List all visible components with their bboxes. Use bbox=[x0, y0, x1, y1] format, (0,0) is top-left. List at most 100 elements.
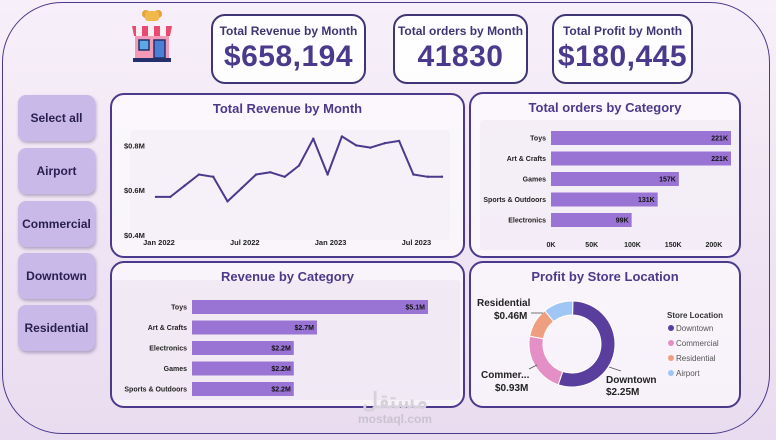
category-label: Electronics bbox=[508, 218, 546, 225]
category-label: Sports & Outdoors bbox=[124, 387, 187, 394]
slicer-select-all[interactable]: Select all bbox=[18, 95, 95, 141]
legend-label: Airport bbox=[676, 369, 700, 378]
revenue-point bbox=[197, 173, 201, 176]
revenue-point bbox=[355, 144, 358, 147]
callout-value: $2.25M bbox=[606, 387, 639, 398]
kpi-total-revenue: Total Revenue by Month $658,194 bbox=[211, 14, 366, 84]
data-label: 221K bbox=[711, 136, 728, 143]
data-label: 131K bbox=[638, 197, 655, 204]
kpi-value: 41830 bbox=[417, 40, 504, 73]
orders-bar-chart: Toys 221K Art & Crafts 221K Games 157K Sports … bbox=[483, 131, 731, 249]
kpi-title: Total Profit by Month bbox=[562, 24, 683, 38]
store-icon bbox=[132, 10, 172, 62]
revenue-point bbox=[426, 175, 429, 178]
orders-by-category-panel: Total orders by Category Toys 221K Art & C… bbox=[469, 92, 741, 258]
revenue-point bbox=[226, 200, 229, 203]
revenue-point bbox=[240, 186, 243, 190]
revenue-point bbox=[369, 146, 372, 149]
kpi-title: Total orders by Month bbox=[397, 24, 524, 38]
category-label: Games bbox=[164, 366, 187, 373]
x-tick-label: Jan 2022 bbox=[143, 238, 175, 247]
revenue-point bbox=[269, 171, 272, 174]
slicer-commercial[interactable]: Commercial bbox=[18, 201, 95, 247]
chart-title: Revenue by Category bbox=[221, 269, 354, 284]
x-tick-label: Jul 2022 bbox=[230, 238, 260, 247]
data-label: 221K bbox=[711, 156, 728, 163]
bar bbox=[192, 300, 428, 314]
category-label: Games bbox=[523, 177, 546, 184]
slicer-residential[interactable]: Residential bbox=[18, 305, 95, 351]
x-tick-label: 100K bbox=[624, 242, 641, 249]
watermark-arabic: مستقل bbox=[362, 388, 428, 413]
bar bbox=[551, 172, 679, 186]
x-tick-label: 50K bbox=[585, 242, 598, 249]
revenue-point bbox=[340, 135, 344, 138]
revenue-point bbox=[440, 175, 444, 178]
profit-by-store-panel: Profit by Store Location Downtown $2.25M C… bbox=[469, 261, 741, 408]
revenue-category-bar-chart: Toys $5.1M Art & Crafts $2.7M Electronics $2.… bbox=[124, 300, 428, 396]
callout-name: Commer... bbox=[481, 370, 530, 381]
legend-label: Downtown bbox=[676, 324, 713, 333]
kpi-total-orders: Total orders by Month 41830 bbox=[393, 14, 528, 84]
revenue-point bbox=[254, 173, 258, 176]
category-label: Sports & Outdoors bbox=[483, 197, 546, 204]
category-label: Toys bbox=[530, 136, 546, 143]
donut-slice bbox=[528, 335, 564, 386]
callout-line bbox=[528, 364, 538, 370]
x-tick-label: 0K bbox=[547, 242, 556, 249]
donut-slice bbox=[557, 300, 616, 388]
bar bbox=[192, 320, 317, 335]
data-label: 157K bbox=[659, 177, 676, 184]
kpi-total-profit: Total Profit by Month $180,445 bbox=[552, 14, 693, 84]
bar bbox=[192, 341, 294, 355]
bar bbox=[551, 151, 731, 166]
legend-marker bbox=[668, 325, 674, 331]
category-label: Electronics bbox=[149, 346, 187, 353]
revenue-point bbox=[312, 137, 315, 140]
kpi-value: $180,445 bbox=[557, 40, 688, 73]
x-tick-label: 200K bbox=[706, 242, 723, 249]
revenue-point bbox=[383, 141, 386, 145]
category-label: Toys bbox=[171, 305, 187, 312]
legend-title: Store Location bbox=[667, 311, 723, 320]
callout-value: $0.93M bbox=[495, 383, 528, 394]
legend-marker bbox=[668, 340, 674, 346]
x-tick-label: Jul 2023 bbox=[402, 238, 432, 247]
revenue-line-chart: $0.4M $0.6M $0.8M Jan 2022 Jul 2022 Jan 2023 J… bbox=[124, 135, 444, 247]
data-label: $5.1M bbox=[406, 305, 426, 312]
bar bbox=[551, 192, 658, 207]
revenue-by-month-panel: Total Revenue by Month $0.4M $0.6M $0.8M Ja… bbox=[110, 93, 465, 258]
data-label: $2.2M bbox=[271, 387, 291, 394]
data-label: $2.2M bbox=[271, 366, 291, 373]
revenue-point bbox=[212, 175, 215, 178]
chart-title: Total orders by Category bbox=[528, 100, 682, 115]
revenue-point bbox=[297, 164, 301, 167]
bar bbox=[192, 361, 294, 376]
revenue-point bbox=[283, 175, 286, 178]
callout-name: Downtown bbox=[606, 375, 657, 386]
slicer-downtown[interactable]: Downtown bbox=[18, 253, 95, 299]
legend-label: Commercial bbox=[676, 339, 719, 348]
watermark: مستقل mostaql.com bbox=[330, 388, 460, 427]
bar bbox=[192, 382, 294, 396]
category-label: Art & Crafts bbox=[507, 156, 546, 163]
bar bbox=[551, 131, 731, 145]
kpi-title: Total Revenue by Month bbox=[219, 24, 358, 38]
callout-value: $0.46M bbox=[494, 311, 527, 322]
x-tick-label: Jan 2023 bbox=[315, 238, 347, 247]
donut-slice bbox=[544, 300, 574, 323]
revenue-series-line bbox=[156, 135, 442, 203]
data-label: $2.7M bbox=[294, 325, 314, 332]
revenue-point bbox=[412, 173, 415, 176]
profit-donut-chart: Downtown$2.25MCommer...$0.93MResidential… bbox=[477, 298, 723, 398]
revenue-point bbox=[154, 195, 158, 199]
revenue-point bbox=[183, 184, 186, 187]
callout-name: Residential bbox=[477, 298, 531, 309]
callout-line bbox=[608, 366, 622, 372]
dashboard-frame bbox=[2, 2, 770, 434]
revenue-point bbox=[397, 139, 401, 143]
revenue-point bbox=[326, 173, 329, 176]
category-label: Art & Crafts bbox=[148, 325, 187, 332]
legend-label: Residential bbox=[676, 354, 716, 363]
slicer-airport[interactable]: Airport bbox=[18, 148, 95, 194]
